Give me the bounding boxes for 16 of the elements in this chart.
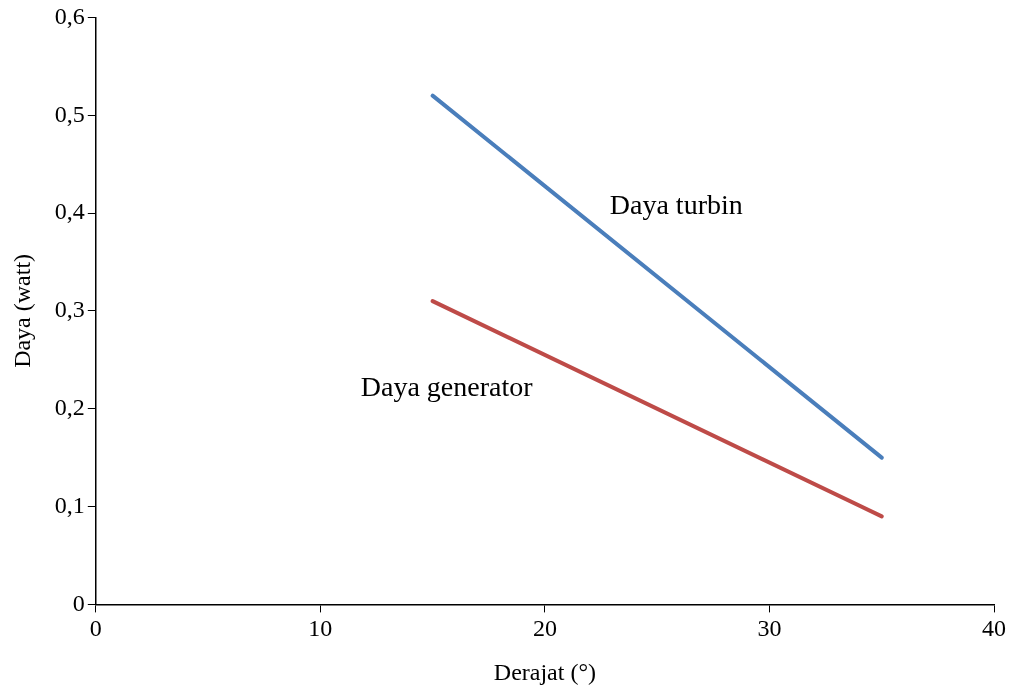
series-label: Daya generator <box>360 370 534 402</box>
y-tick-label: 0,6 <box>54 2 85 29</box>
y-tick-label: 0,2 <box>54 394 85 421</box>
y-tick-label: 0,3 <box>54 296 85 323</box>
x-axis-title: Derajat (°) <box>493 658 596 685</box>
y-axis-title: Daya (watt) <box>8 253 35 368</box>
y-tick-label: 0,4 <box>54 198 85 225</box>
x-tick-label: 30 <box>757 615 782 642</box>
y-tick-label: 0,1 <box>54 491 85 518</box>
x-tick-label: 20 <box>532 615 557 642</box>
x-tick-label: 0 <box>89 615 102 642</box>
y-tick-label: 0,5 <box>54 100 85 127</box>
x-tick-label: 40 <box>982 615 1006 642</box>
x-tick-label: 10 <box>308 615 333 642</box>
y-tick-label: 0 <box>72 589 85 616</box>
series-label: Daya turbin <box>609 188 743 220</box>
